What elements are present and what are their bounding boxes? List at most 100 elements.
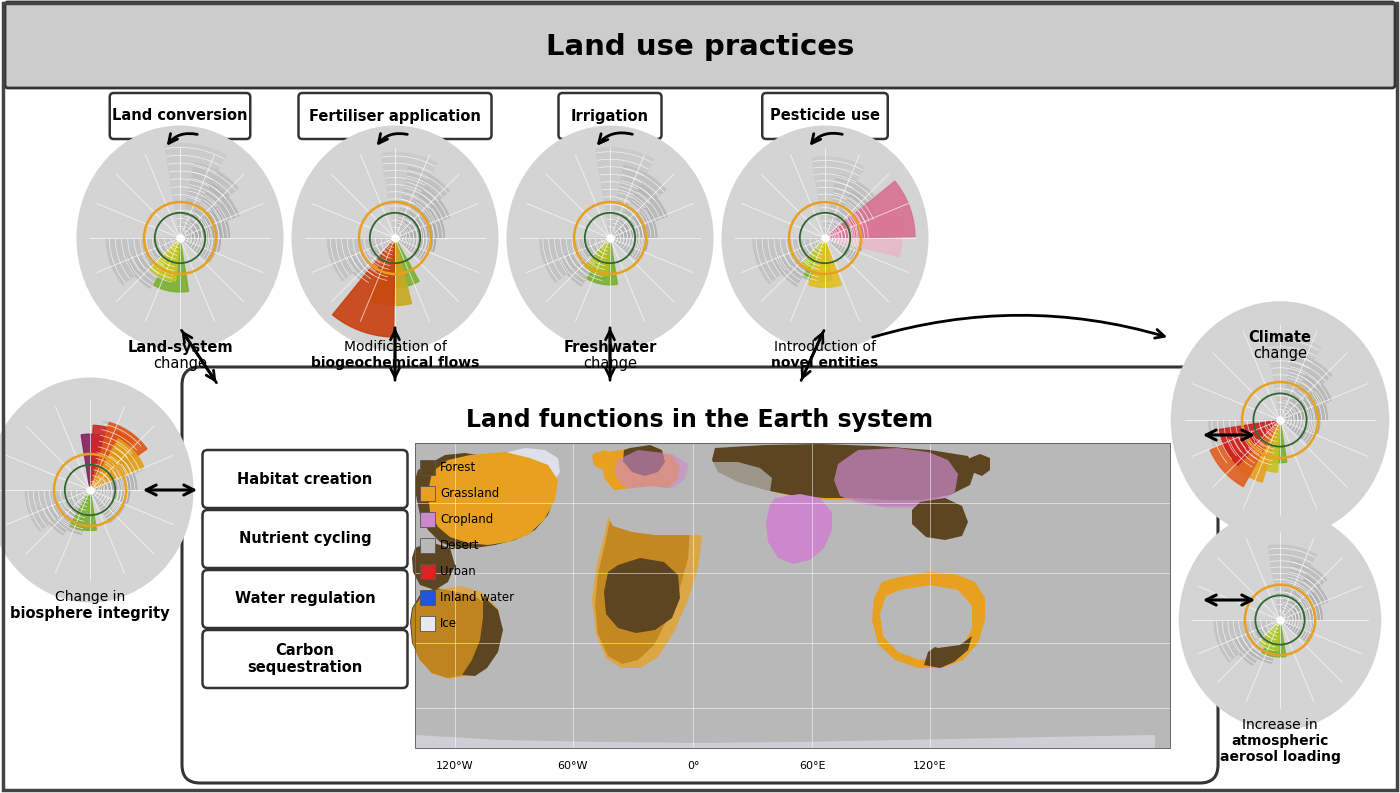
Polygon shape xyxy=(181,238,218,262)
Polygon shape xyxy=(587,238,617,285)
Text: Grassland: Grassland xyxy=(440,487,500,500)
Polygon shape xyxy=(610,186,668,238)
Polygon shape xyxy=(462,598,503,676)
Polygon shape xyxy=(750,448,910,500)
Polygon shape xyxy=(1280,407,1320,433)
Polygon shape xyxy=(328,238,395,281)
Polygon shape xyxy=(1280,608,1315,631)
Polygon shape xyxy=(834,448,958,508)
Text: Nutrient cycling: Nutrient cycling xyxy=(238,531,371,546)
Polygon shape xyxy=(557,238,610,286)
Polygon shape xyxy=(924,636,972,668)
Polygon shape xyxy=(911,498,967,540)
Polygon shape xyxy=(1280,560,1327,620)
FancyBboxPatch shape xyxy=(203,450,407,508)
Polygon shape xyxy=(610,166,666,238)
Text: Habitat creation: Habitat creation xyxy=(238,472,372,486)
Polygon shape xyxy=(367,238,412,305)
Polygon shape xyxy=(872,572,986,668)
Polygon shape xyxy=(410,588,496,678)
Polygon shape xyxy=(540,238,610,282)
Polygon shape xyxy=(791,238,825,282)
Polygon shape xyxy=(150,238,181,281)
Text: 120°W: 120°W xyxy=(437,761,473,771)
Polygon shape xyxy=(605,486,713,535)
Bar xyxy=(414,443,1170,748)
Polygon shape xyxy=(809,238,841,288)
Polygon shape xyxy=(395,238,431,261)
Polygon shape xyxy=(1267,336,1320,420)
Polygon shape xyxy=(1268,546,1316,620)
Polygon shape xyxy=(592,486,701,668)
Polygon shape xyxy=(1260,620,1280,651)
FancyBboxPatch shape xyxy=(6,2,1394,88)
Polygon shape xyxy=(881,585,972,660)
Text: Land use practices: Land use practices xyxy=(546,33,854,61)
Text: Pesticide use: Pesticide use xyxy=(770,109,881,124)
Polygon shape xyxy=(181,207,230,238)
Polygon shape xyxy=(504,448,560,487)
Ellipse shape xyxy=(1179,510,1382,730)
Polygon shape xyxy=(575,238,610,282)
Polygon shape xyxy=(585,238,610,276)
Text: Water regulation: Water regulation xyxy=(235,592,375,607)
Polygon shape xyxy=(90,490,126,513)
Text: aerosol loading: aerosol loading xyxy=(1219,750,1340,764)
Text: Freshwater: Freshwater xyxy=(563,340,657,355)
Polygon shape xyxy=(812,157,864,238)
Polygon shape xyxy=(381,152,437,238)
Polygon shape xyxy=(1280,353,1331,420)
Polygon shape xyxy=(181,224,221,251)
Text: atmospheric: atmospheric xyxy=(1232,734,1329,748)
Polygon shape xyxy=(181,184,239,238)
Polygon shape xyxy=(154,238,189,292)
Polygon shape xyxy=(1280,420,1317,444)
Polygon shape xyxy=(165,144,225,238)
Polygon shape xyxy=(361,238,395,282)
Polygon shape xyxy=(1261,620,1285,657)
Text: Change in: Change in xyxy=(55,590,125,604)
FancyBboxPatch shape xyxy=(109,93,251,139)
Polygon shape xyxy=(615,450,687,493)
Text: biogeochemical flows: biogeochemical flows xyxy=(311,356,479,370)
Bar xyxy=(420,590,435,605)
Text: Land functions in the Earth system: Land functions in the Earth system xyxy=(466,408,934,432)
Polygon shape xyxy=(1208,420,1280,465)
Polygon shape xyxy=(595,492,690,664)
Text: change: change xyxy=(582,356,637,371)
Text: 0°: 0° xyxy=(687,761,699,771)
Polygon shape xyxy=(90,490,126,523)
Polygon shape xyxy=(81,435,118,490)
Bar xyxy=(420,616,435,631)
Polygon shape xyxy=(1219,420,1280,465)
Polygon shape xyxy=(1246,420,1280,472)
Polygon shape xyxy=(395,188,449,238)
Polygon shape xyxy=(966,454,990,476)
Bar xyxy=(420,564,435,579)
Bar xyxy=(420,486,435,501)
Polygon shape xyxy=(1228,420,1280,482)
Polygon shape xyxy=(344,238,395,285)
Polygon shape xyxy=(1259,420,1287,463)
Polygon shape xyxy=(181,163,238,238)
FancyBboxPatch shape xyxy=(762,93,888,139)
Polygon shape xyxy=(388,238,419,288)
Polygon shape xyxy=(1247,620,1280,663)
Polygon shape xyxy=(610,226,648,251)
Text: Climate: Climate xyxy=(1249,330,1312,345)
Ellipse shape xyxy=(0,377,193,603)
Text: 60°E: 60°E xyxy=(799,761,825,771)
Text: Fertiliser application: Fertiliser application xyxy=(309,109,482,124)
Text: 120°E: 120°E xyxy=(913,761,946,771)
Text: Introduction of: Introduction of xyxy=(774,340,876,354)
Ellipse shape xyxy=(77,125,283,351)
Bar xyxy=(414,443,1170,748)
Polygon shape xyxy=(603,448,680,497)
Polygon shape xyxy=(41,490,90,534)
Bar xyxy=(420,512,435,527)
Polygon shape xyxy=(825,238,861,261)
Ellipse shape xyxy=(507,125,714,351)
Polygon shape xyxy=(428,452,559,545)
Text: Forest: Forest xyxy=(440,461,476,474)
Text: change: change xyxy=(1253,346,1308,361)
